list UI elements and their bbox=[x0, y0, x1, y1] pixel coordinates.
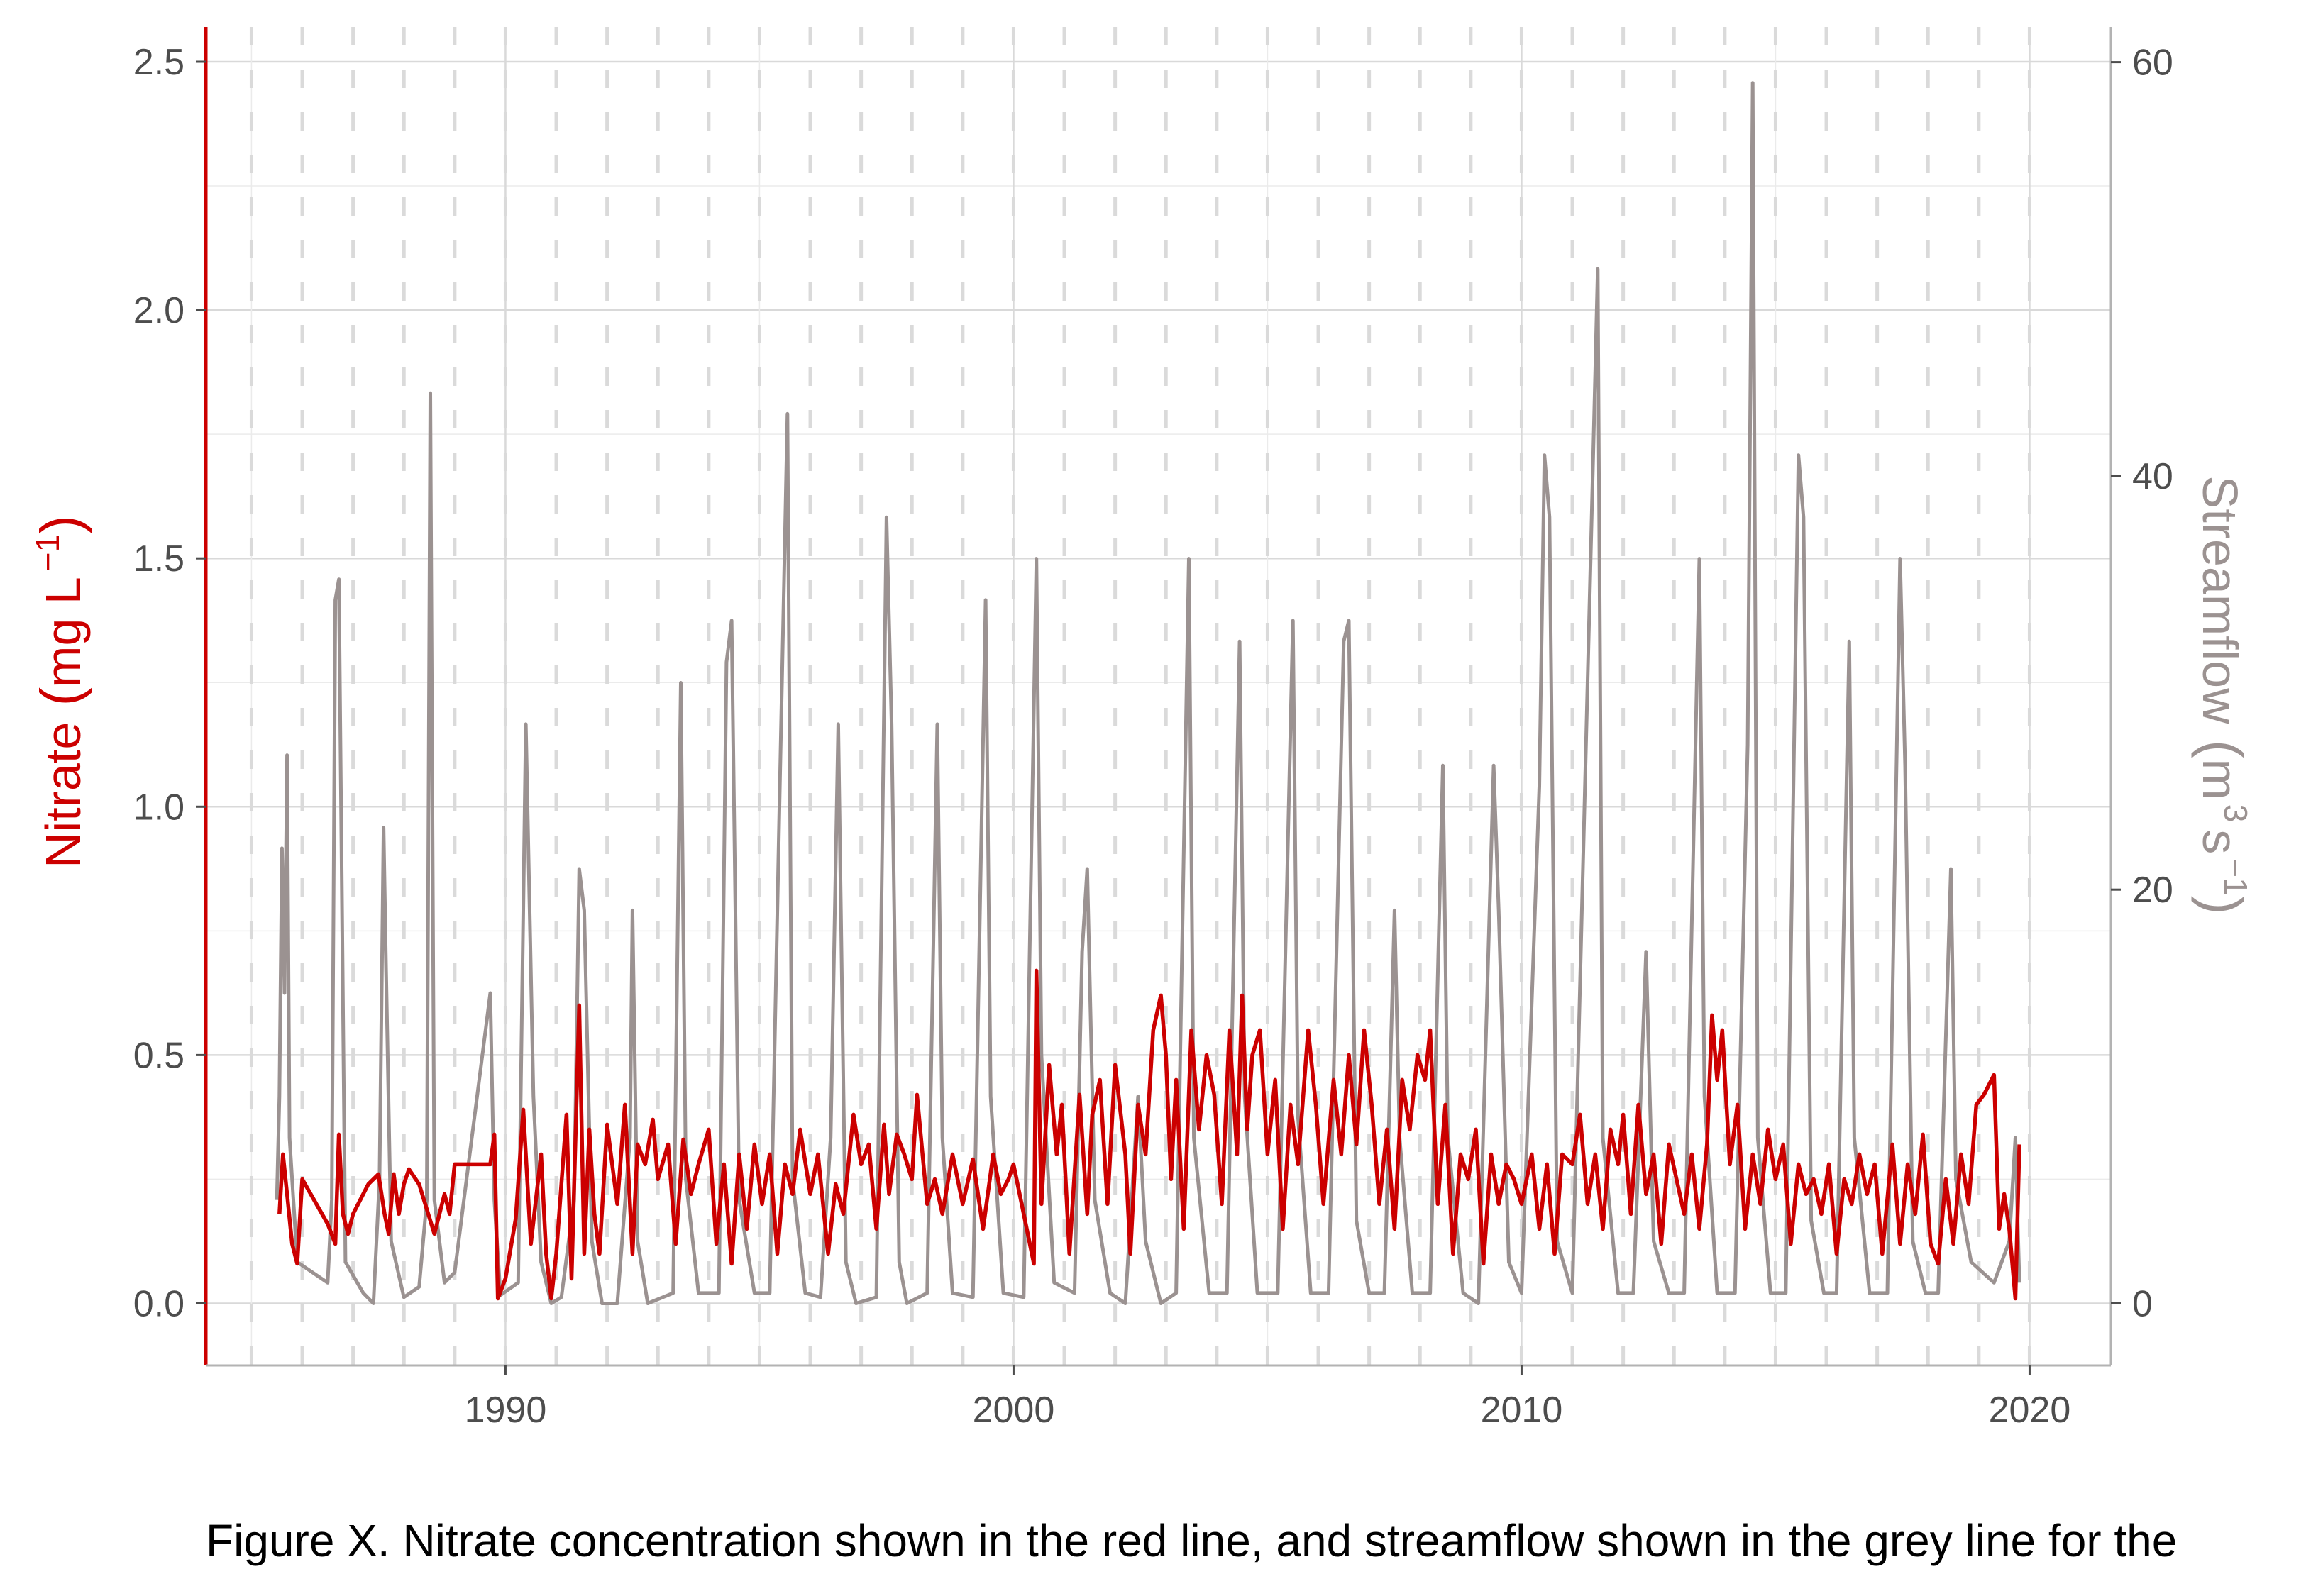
left-tick-label: 2.0 bbox=[133, 290, 184, 331]
nitrate-series-line bbox=[277, 968, 2021, 1301]
left-axis-title-unit: mg L bbox=[35, 577, 91, 687]
left-tick-label: 1.5 bbox=[133, 538, 184, 580]
right-axis-title-exponent-3: 3 bbox=[2217, 804, 2254, 823]
left-tick-label: 0.5 bbox=[133, 1035, 184, 1076]
figure-caption: Figure X. Nitrate concentration shown in… bbox=[206, 1515, 2178, 1566]
left-tick-label: 1.0 bbox=[133, 787, 184, 828]
left-axis-title-exponent: −1 bbox=[29, 534, 66, 571]
right-tick-label: 60 bbox=[2132, 43, 2173, 84]
right-axis-title-unit-s: s bbox=[2192, 829, 2248, 854]
right-tick-label: 40 bbox=[2132, 456, 2173, 497]
x-tick-label: 2020 bbox=[1989, 1390, 2071, 1431]
x-tick-label: 2010 bbox=[1481, 1390, 1563, 1431]
left-axis-title-main: Nitrate bbox=[35, 722, 91, 868]
left-tick-label: 2.5 bbox=[133, 42, 184, 83]
right-axis-title-main: Streamflow bbox=[2192, 476, 2248, 725]
right-axis-title-unit-m: m bbox=[2192, 758, 2248, 799]
series-lines bbox=[275, 81, 2021, 1305]
right-tick-label: 0 bbox=[2132, 1284, 2153, 1325]
left-axis-title: Nitrate (mg L−1) bbox=[29, 515, 92, 868]
right-axis-title: Streamflow (m3s−1) bbox=[2191, 476, 2254, 915]
x-tick-label: 2000 bbox=[973, 1390, 1055, 1431]
axis-lines bbox=[196, 27, 2121, 1375]
left-tick-label: 0.0 bbox=[133, 1283, 184, 1324]
tick-labels: 0.0 0.5 1.0 1.5 2.0 2.5 0 20 40 60 1990 2000 2010 202… bbox=[133, 42, 2173, 1431]
right-axis-title-exponent: −1 bbox=[2217, 858, 2254, 895]
x-tick-label: 1990 bbox=[465, 1390, 547, 1431]
right-tick-label: 20 bbox=[2132, 870, 2173, 911]
